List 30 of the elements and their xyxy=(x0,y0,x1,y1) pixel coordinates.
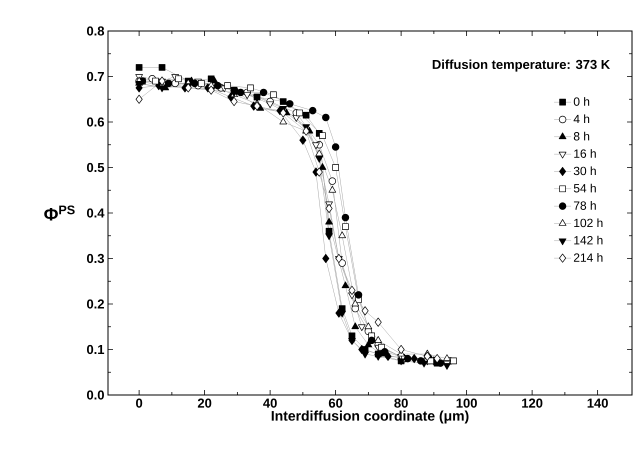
x-tick-label: 80 xyxy=(394,398,408,408)
y-tick-label: 0.6 xyxy=(86,117,104,127)
legend-label: 8 h xyxy=(574,132,590,140)
y-tick-label: 0.1 xyxy=(86,344,104,354)
legend-label: 16 h xyxy=(574,149,596,158)
x-axis-title: Interdiffusion coordinate (μm) xyxy=(272,410,469,424)
y-tick-label: 0.7 xyxy=(86,72,104,82)
legend-label: 0 h xyxy=(574,97,590,106)
y-tick-label: 0.0 xyxy=(86,390,104,400)
x-tick-label: 100 xyxy=(456,398,477,408)
y-tick-label: 0.5 xyxy=(86,162,104,172)
annotation: Diffusion temperature: 373 K xyxy=(432,60,610,72)
legend-label: 214 h xyxy=(574,253,602,262)
y-axis-title: Φ$^{PS}$ xyxy=(44,205,75,221)
y-tick-label: 0.3 xyxy=(86,254,104,264)
x-tick-label: 140 xyxy=(588,398,608,408)
y-tick-label: 0.8 xyxy=(86,26,104,36)
legend-label: 102 h xyxy=(574,218,602,228)
legend-label: 4 h xyxy=(574,114,590,124)
legend-label: 30 h xyxy=(574,166,596,176)
y-tick-label: 0.2 xyxy=(86,299,104,309)
x-tick-label: 60 xyxy=(328,398,342,408)
y-tick-label: 0.4 xyxy=(86,208,104,218)
x-tick-label: 120 xyxy=(522,398,542,408)
legend-label: 54 h xyxy=(574,184,596,192)
legend-label: 142 h xyxy=(574,236,602,244)
x-tick-label: 0 xyxy=(136,398,142,408)
x-tick-label: 20 xyxy=(198,398,212,408)
x-tick-label: 40 xyxy=(263,398,277,408)
legend-label: 78 h xyxy=(574,201,596,210)
